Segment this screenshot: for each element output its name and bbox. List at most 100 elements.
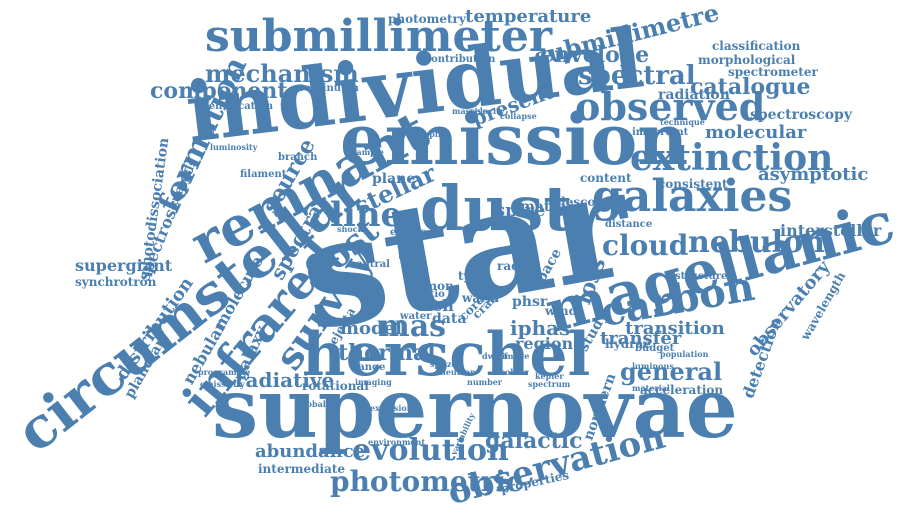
word-almon: almon [412, 279, 454, 293]
word-telescope: telescope [548, 195, 612, 209]
word-explosion: explosion [370, 403, 413, 413]
word-programme: programme [198, 367, 251, 377]
word-massive: massive [452, 106, 488, 116]
word-supergiant: supergiant [75, 256, 173, 275]
word-detection: detection [738, 314, 786, 401]
word-catalogue: catalogue [690, 74, 811, 100]
word-morphological: morphological [698, 53, 796, 67]
word-intermediate: intermediate [258, 462, 346, 476]
word-region: region [515, 334, 574, 353]
word-spectroscopy: spectroscopy [750, 107, 852, 123]
word-asymptotic: asymptotic [758, 164, 869, 185]
word-observed: observed [575, 84, 766, 129]
word-population: population [660, 349, 709, 359]
word-time: time [398, 251, 424, 262]
word-component: component [150, 78, 288, 104]
word-contribution: contribution [425, 54, 496, 65]
word-rotational: rotational [302, 379, 369, 393]
word-number: number [467, 377, 502, 387]
word-mechanism: mechanism [205, 59, 359, 88]
word-image: image [502, 351, 530, 361]
word-ratio: ratio [418, 289, 445, 300]
word-collapse: collapse [500, 111, 537, 121]
word-cloud: cloud [602, 229, 689, 262]
word-model: model [340, 318, 402, 339]
word-luminous: luminous [632, 361, 674, 371]
word-luminosity: luminosity [210, 142, 258, 152]
word-nebulon: nebulon [688, 225, 825, 260]
word-spectrum: spectrum [528, 379, 571, 389]
word-radiation: radiation [658, 87, 730, 103]
word-important: important [632, 127, 689, 138]
word-continuum: continuum [298, 83, 359, 94]
word-envelope: envelope [540, 42, 650, 68]
word-data: data [432, 311, 467, 327]
word-imaging: imaging [355, 377, 392, 387]
word-emissivity: emissivity [200, 379, 245, 389]
word-extinction: extinction [630, 137, 834, 179]
word-iphas: iphas [510, 316, 571, 340]
word-shock: shock [337, 224, 364, 234]
word-supernovae: supernovae [212, 361, 738, 457]
word-dwarf: dwarf [482, 351, 508, 361]
word-structure: structure [675, 271, 728, 282]
word-sample: sample [352, 147, 384, 157]
word-transition: transition [625, 318, 725, 339]
word-general: general [620, 357, 723, 386]
word-line: line [330, 195, 403, 235]
word-spectrometer: spectrometer [728, 65, 818, 79]
word-budget: budget [635, 343, 675, 354]
word-galaxies: galaxies [592, 171, 793, 222]
word-colour: colour [500, 367, 529, 377]
word-rich: rich [418, 296, 454, 315]
word-galactic: galactic [485, 428, 583, 454]
word-technique: technique [660, 117, 705, 127]
word-branch: branch [278, 152, 318, 163]
word-distance: distance [605, 219, 653, 230]
word-thermal: thermal [338, 340, 436, 366]
word-mas: mas [378, 309, 447, 344]
word-evolution: evolution [352, 433, 509, 468]
word-global: global [298, 399, 326, 409]
word-mapping: mapping [410, 129, 450, 139]
word-spectral: spectral [578, 61, 696, 91]
word-herschel: herschel [302, 320, 591, 390]
word-emission: emission [340, 98, 689, 181]
word-wind: wind [545, 304, 578, 318]
word-acceleration: acceleration [640, 383, 724, 397]
word-temperature: temperature [465, 6, 592, 27]
word-spitzer: spitzer [430, 359, 461, 369]
word-photometric: photometric [330, 465, 524, 498]
word-kepler: kepler [535, 371, 564, 381]
word-environment: environment [368, 437, 426, 447]
word-plane: plane [372, 171, 416, 187]
word-radio: radio [497, 259, 533, 273]
word-hydrae: hydrae [605, 337, 651, 351]
word-warm: warm [462, 291, 500, 305]
word-velocity: velocity [470, 106, 505, 116]
word-radiative: radiative [235, 368, 335, 392]
word-phsr: phsr [512, 294, 548, 310]
word-identification: identification [198, 101, 274, 112]
word-classification: classification [712, 39, 801, 53]
word-transfer: transfer [600, 328, 682, 349]
word-range: range [353, 362, 386, 373]
word-synchrotron: synchrotron [75, 275, 157, 289]
word-excess: excess [390, 227, 427, 238]
word-photometry: photometry [388, 12, 466, 26]
word-matter: matter [520, 199, 574, 215]
word-interstellar: interstellar [780, 221, 882, 240]
word-material: material [632, 383, 670, 393]
word-dust: dust [420, 172, 572, 245]
word-consistent: consistent [658, 177, 728, 191]
word-neutron: neutron [440, 367, 476, 377]
word-spire: spire [495, 200, 546, 221]
word-type: type [458, 269, 487, 283]
word-water: water [400, 311, 432, 322]
word-molecular: molecular [705, 122, 807, 143]
word-submillimeter: submillimeter [205, 11, 552, 62]
word-content: content [580, 171, 632, 185]
word-filament: filament [240, 169, 287, 180]
word-central: central [350, 259, 390, 270]
